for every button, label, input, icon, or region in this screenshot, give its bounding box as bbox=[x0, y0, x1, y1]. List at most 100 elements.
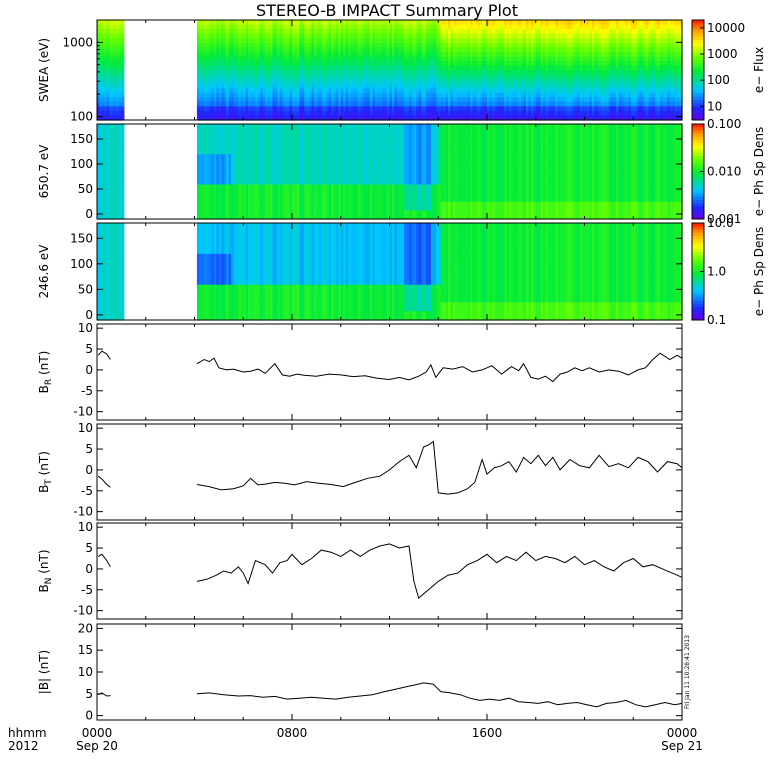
heatmap-cell bbox=[411, 42, 415, 48]
heatmap-cell bbox=[345, 51, 349, 57]
heatmap-cell bbox=[374, 42, 378, 48]
heatmap-cell bbox=[348, 97, 352, 103]
heatmap-cell bbox=[489, 51, 493, 57]
heatmap-cell bbox=[260, 33, 264, 39]
heatmap-cell bbox=[411, 92, 415, 98]
heatmap-cell bbox=[313, 56, 317, 62]
colorbar-tick-label: 1000 bbox=[707, 47, 738, 61]
heatmap-cell bbox=[409, 97, 413, 103]
heatmap-cell bbox=[104, 56, 108, 62]
heatmap-cell bbox=[313, 42, 317, 48]
heatmap-cell bbox=[250, 74, 254, 80]
heatmap-cell bbox=[284, 110, 288, 117]
heatmap-cell bbox=[248, 88, 252, 94]
heatmap-cell bbox=[245, 38, 249, 44]
heatmap-cell bbox=[284, 20, 288, 26]
heatmap-cell bbox=[294, 51, 298, 57]
heatmap-cell bbox=[318, 60, 322, 67]
heatmap-cell bbox=[345, 101, 349, 107]
heatmap-cell bbox=[116, 47, 120, 53]
heatmap-cell bbox=[257, 110, 261, 117]
heatmap-cell bbox=[494, 97, 498, 103]
heatmap-cell bbox=[428, 60, 432, 67]
heatmap-cell bbox=[533, 51, 537, 57]
heatmap-cell bbox=[262, 51, 266, 57]
heatmap-cell bbox=[226, 97, 230, 103]
heatmap-cell bbox=[121, 149, 125, 155]
heatmap-cell bbox=[362, 106, 366, 112]
heatmap-cell bbox=[214, 70, 218, 76]
heatmap-cell bbox=[238, 56, 242, 62]
heatmap-cell bbox=[99, 42, 103, 48]
heatmap-cell bbox=[343, 20, 347, 26]
heatmap-cell bbox=[211, 74, 215, 80]
heatmap-cell bbox=[233, 60, 237, 67]
heatmap-cell bbox=[109, 24, 113, 30]
heatmap-cell bbox=[445, 47, 449, 53]
heatmap-cell bbox=[435, 79, 439, 85]
heatmap-cell bbox=[345, 110, 349, 117]
heatmap-cell bbox=[318, 42, 322, 48]
heatmap-cell bbox=[301, 70, 305, 76]
heatmap-cell bbox=[508, 83, 512, 89]
colorbar-cell bbox=[692, 70, 704, 74]
heatmap-cell bbox=[467, 106, 471, 112]
heatmap-cell bbox=[506, 42, 510, 48]
colorbar-cell bbox=[692, 63, 704, 68]
heatmap-cell bbox=[416, 38, 420, 44]
heatmap-cell bbox=[287, 56, 291, 62]
heatmap-cell bbox=[101, 51, 105, 57]
heatmap-cell bbox=[469, 33, 473, 39]
heatmap-cell bbox=[201, 101, 205, 107]
heatmap-cell bbox=[296, 65, 300, 71]
heatmap-cell bbox=[313, 51, 317, 57]
heatmap-cell bbox=[121, 74, 125, 80]
heatmap-cell bbox=[121, 132, 125, 138]
heatmap-cell bbox=[440, 83, 444, 89]
heatmap-cell bbox=[345, 60, 349, 67]
heatmap-cell bbox=[287, 106, 291, 112]
heatmap-cell bbox=[396, 20, 400, 26]
heatmap-cell bbox=[240, 110, 244, 117]
heatmap-cell bbox=[121, 47, 125, 53]
heatmap-cell bbox=[526, 47, 530, 53]
heatmap-cell bbox=[401, 24, 405, 30]
heatmap-cell bbox=[326, 83, 330, 89]
heatmap-cell bbox=[474, 29, 478, 35]
heatmap-cell bbox=[196, 83, 200, 89]
heatmap-cell bbox=[443, 56, 447, 62]
heatmap-cell bbox=[331, 110, 335, 117]
heatmap-cell bbox=[472, 101, 476, 107]
heatmap-cell bbox=[501, 38, 505, 44]
heatmap-cell bbox=[355, 79, 359, 85]
heatmap-cell bbox=[299, 110, 303, 117]
heatmap-cell bbox=[389, 60, 393, 67]
heatmap-cell bbox=[435, 88, 439, 94]
heatmap-cell bbox=[99, 106, 103, 112]
heatmap-cell bbox=[204, 74, 208, 80]
heatmap-cell bbox=[326, 79, 330, 85]
heatmap-cell bbox=[396, 101, 400, 107]
heatmap-cell bbox=[479, 42, 483, 48]
heatmap-cell bbox=[472, 60, 476, 67]
colorbar-cell bbox=[692, 43, 704, 48]
heatmap-cell bbox=[111, 56, 115, 62]
heatmap-cell bbox=[423, 106, 427, 112]
heatmap-cell bbox=[301, 29, 305, 35]
heatmap-cell bbox=[313, 115, 317, 121]
heatmap-cell bbox=[538, 33, 542, 39]
heatmap-cell bbox=[391, 106, 395, 112]
colorbar-cell bbox=[692, 30, 704, 34]
heatmap-cell bbox=[401, 74, 405, 80]
heatmap-cell bbox=[428, 79, 432, 85]
heatmap-cell bbox=[365, 51, 369, 57]
heatmap-cell bbox=[362, 110, 366, 117]
heatmap-cell bbox=[450, 65, 454, 71]
heatmap-cell bbox=[360, 74, 364, 80]
heatmap-cell bbox=[238, 60, 242, 67]
heatmap-cell bbox=[216, 60, 220, 67]
heatmap-cell bbox=[404, 47, 408, 53]
heatmap-cell bbox=[206, 83, 210, 89]
heatmap-cell bbox=[399, 92, 403, 98]
heatmap-cell bbox=[455, 24, 459, 30]
